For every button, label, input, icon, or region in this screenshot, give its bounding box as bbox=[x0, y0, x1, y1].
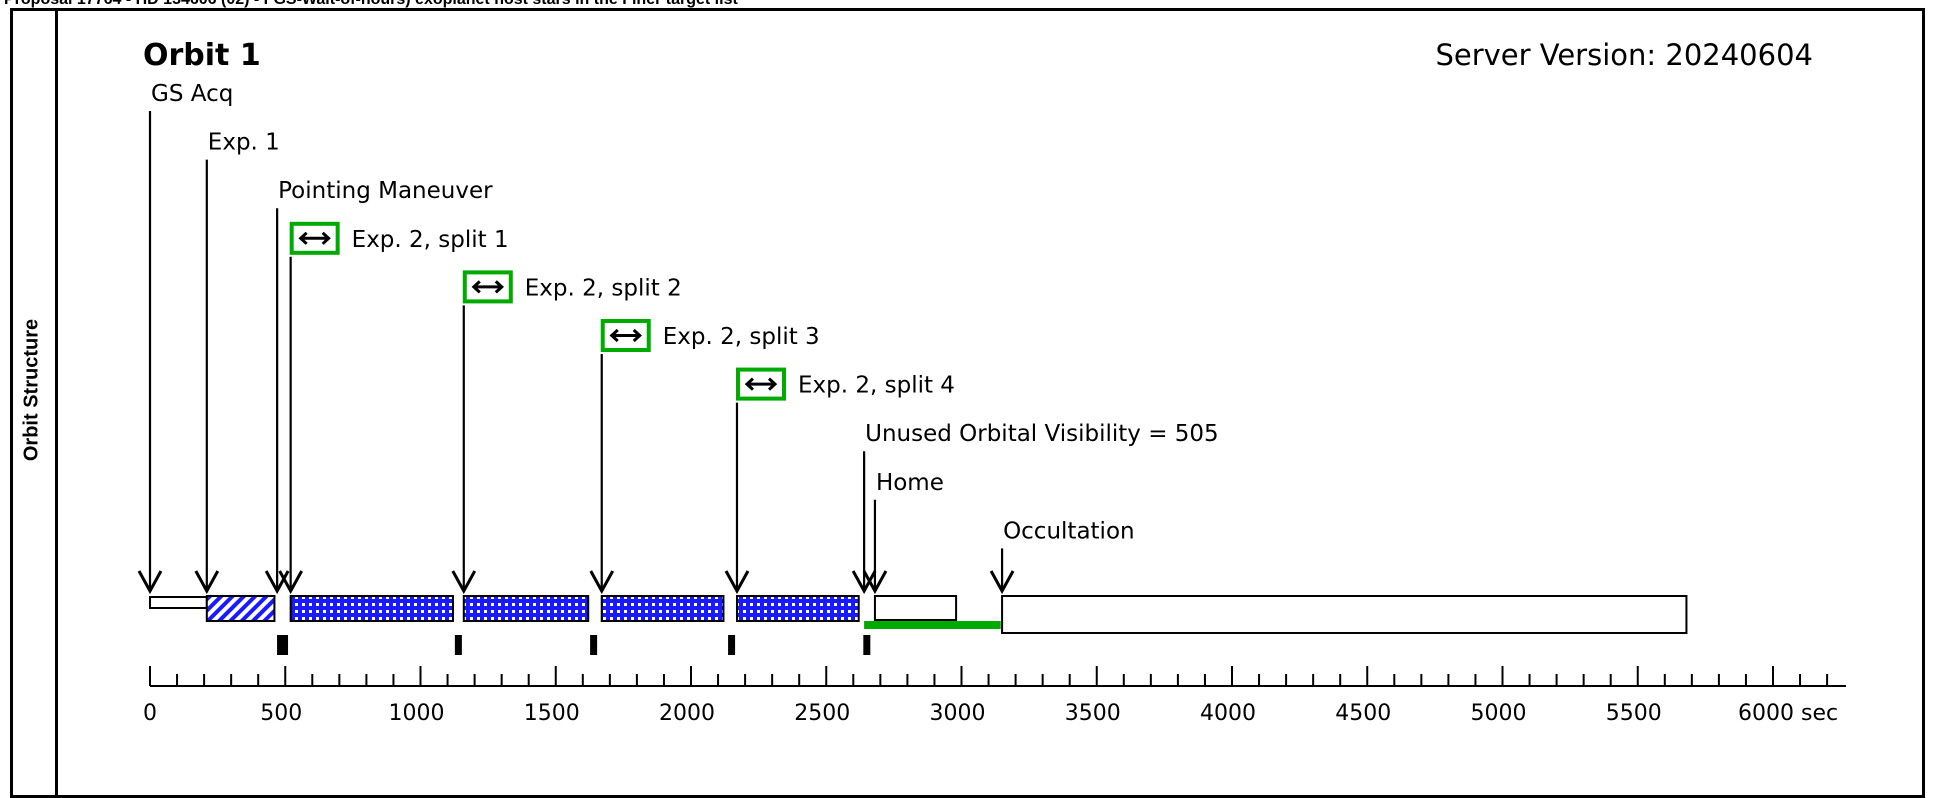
side-panel bbox=[10, 8, 58, 798]
event-label: Exp. 2, split 2 bbox=[525, 275, 682, 301]
event-label: Unused Orbital Visibility = 505 bbox=[865, 421, 1219, 447]
event-2: Pointing Maneuver bbox=[264, 178, 493, 595]
home-bar bbox=[873, 595, 958, 621]
event-label: Exp. 2, split 1 bbox=[352, 227, 509, 253]
split-exposure-icon bbox=[735, 367, 786, 401]
axis-tick-label: 1500 bbox=[524, 701, 580, 726]
event-label: GS Acq bbox=[151, 81, 233, 107]
axis-tick-label: 2500 bbox=[794, 701, 850, 726]
event-1: Exp. 1 bbox=[194, 130, 280, 595]
event-label: Exp. 1 bbox=[208, 130, 280, 156]
event-5: Exp. 2, split 3 bbox=[589, 319, 820, 595]
arrow-down-icon bbox=[589, 570, 615, 595]
event-label: Exp. 2, split 3 bbox=[663, 324, 820, 350]
event-4: Exp. 2, split 2 bbox=[451, 270, 682, 595]
arrow-down-icon bbox=[194, 570, 220, 595]
event-7: Unused Orbital Visibility = 505 bbox=[851, 421, 1219, 595]
axis-tick-label: 3000 bbox=[930, 701, 986, 726]
orbit-title: Orbit 1 bbox=[143, 38, 261, 73]
event-label: Home bbox=[876, 470, 944, 496]
event-0: GS Acq bbox=[137, 81, 233, 595]
axis-tick-label: 0 bbox=[143, 701, 157, 726]
exp2-split4-bar bbox=[735, 595, 860, 622]
orbit-diagram: Orbit 1 Server Version: 20240604 GS Acq E… bbox=[137, 38, 1847, 726]
axis-tick-label: 4000 bbox=[1200, 701, 1256, 726]
marker-0 bbox=[277, 635, 289, 655]
event-8: Home bbox=[862, 470, 944, 595]
axis-tick-label: 500 bbox=[260, 701, 302, 726]
event-label: Pointing Maneuver bbox=[278, 178, 493, 204]
arrow-down-icon bbox=[278, 570, 303, 595]
event-label: Occultation bbox=[1003, 518, 1135, 544]
arrow-down-icon bbox=[451, 570, 477, 595]
axis-tick-label: 2000 bbox=[659, 701, 715, 726]
arrow-down-icon bbox=[989, 570, 1015, 595]
axis-tick-label: 5000 bbox=[1471, 701, 1527, 726]
axis-tick-label: 1000 bbox=[389, 701, 445, 726]
gs-acq-bar bbox=[149, 596, 208, 609]
axis-tick-label: 4500 bbox=[1335, 701, 1391, 726]
split-exposure-icon bbox=[462, 270, 513, 304]
arrow-down-icon bbox=[851, 570, 877, 595]
server-version: Server Version: 20240604 bbox=[1435, 38, 1813, 72]
arrow-down-icon bbox=[724, 570, 750, 595]
arrow-down-icon bbox=[137, 570, 163, 595]
marker-2 bbox=[590, 635, 598, 655]
exp2-split3-bar bbox=[600, 595, 725, 622]
marker-1 bbox=[454, 635, 462, 655]
marker-4 bbox=[863, 635, 871, 655]
axis-tick-label: 5500 bbox=[1606, 701, 1662, 726]
proposal-header: Proposal 17764 - HD 134606 (02) - FGS-Wa… bbox=[4, 0, 738, 9]
split-exposure-icon bbox=[600, 319, 651, 352]
marker-3 bbox=[728, 635, 736, 655]
arrow-down-icon bbox=[862, 570, 888, 595]
exp2-split1-bar bbox=[289, 595, 454, 622]
occultation-bar bbox=[1001, 595, 1688, 634]
event-6: Exp. 2, split 4 bbox=[724, 367, 955, 595]
split-exposure-icon bbox=[289, 221, 340, 255]
event-label: Exp. 2, split 4 bbox=[798, 373, 955, 399]
unused-visibility-bar bbox=[864, 621, 1001, 629]
exp2-split2-bar bbox=[462, 595, 590, 622]
exp1-bar bbox=[205, 595, 276, 622]
axis-tick-label: 6000 sec bbox=[1738, 701, 1838, 726]
event-9: Occultation bbox=[989, 518, 1135, 595]
axis-tick-label: 3500 bbox=[1065, 701, 1121, 726]
event-3: Exp. 2, split 1 bbox=[278, 221, 509, 595]
